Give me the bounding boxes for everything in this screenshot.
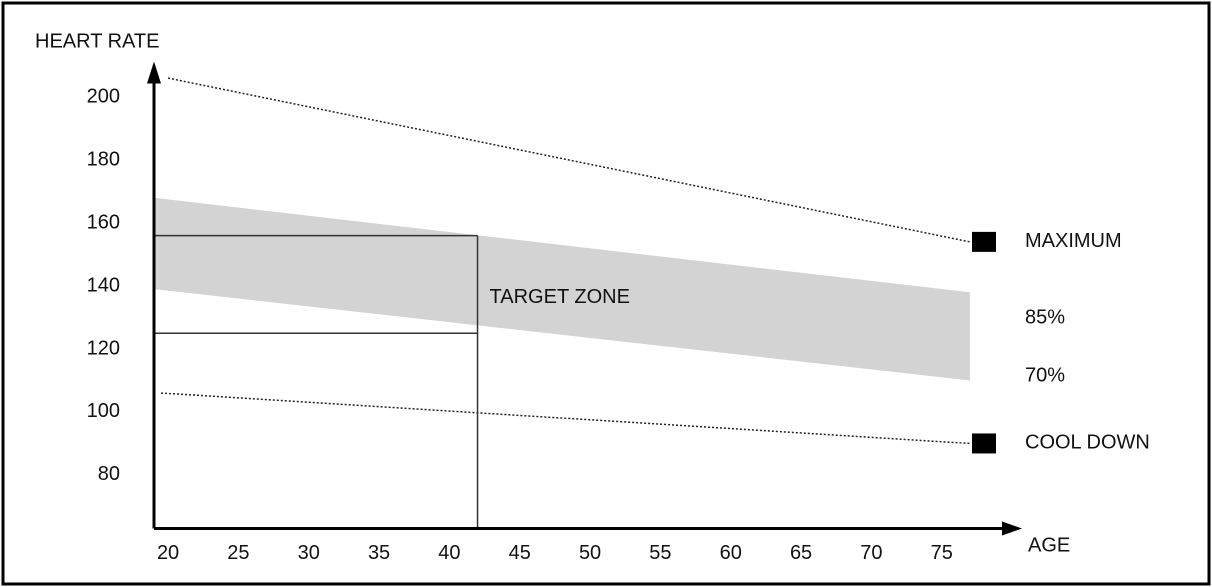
y-tick-label: 200 — [87, 85, 120, 107]
x-tick-label: 35 — [368, 542, 390, 564]
series-line — [160, 392, 970, 445]
legend-label: MAXIMUM — [1025, 230, 1122, 252]
x-axis-label: AGE — [1028, 534, 1070, 556]
target-band — [154, 197, 970, 381]
series-line — [167, 77, 971, 243]
y-tick-label: 140 — [87, 274, 120, 296]
x-tick-label: 70 — [860, 542, 882, 564]
legend-label: COOL DOWN — [1025, 432, 1150, 454]
y-axis-label: HEART RATE — [35, 30, 159, 52]
y-tick-label: 100 — [87, 400, 120, 422]
y-axis-arrow — [147, 61, 161, 84]
y-tick-label: 160 — [87, 211, 120, 233]
legend-marker — [972, 433, 996, 454]
x-tick-label: 60 — [720, 542, 742, 564]
y-tick-label: 80 — [98, 463, 120, 485]
x-tick-label: 30 — [298, 542, 320, 564]
x-tick-label: 45 — [509, 542, 531, 564]
legend-label: 85% — [1025, 307, 1065, 329]
x-tick-label: 25 — [227, 542, 249, 564]
x-tick-label: 65 — [790, 542, 812, 564]
legend-marker — [972, 231, 996, 252]
legend-label: 70% — [1025, 365, 1065, 387]
x-axis-arrow — [1002, 521, 1022, 536]
y-tick-label: 120 — [87, 337, 120, 359]
x-tick-label: 20 — [157, 542, 179, 564]
x-tick-label: 75 — [931, 542, 953, 564]
x-tick-label: 40 — [438, 542, 460, 564]
x-tick-label: 55 — [649, 542, 671, 564]
target-zone-label: TARGET ZONE — [490, 286, 630, 308]
x-tick-label: 50 — [579, 542, 601, 564]
y-tick-label: 180 — [87, 148, 120, 170]
